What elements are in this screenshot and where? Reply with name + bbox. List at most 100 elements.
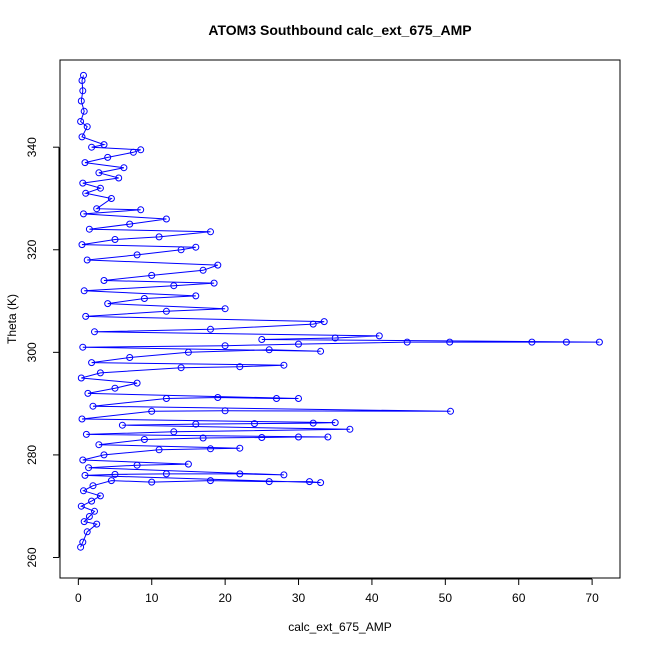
y-axis-label: Theta (K) bbox=[5, 294, 19, 344]
data-point bbox=[221, 342, 229, 350]
data-point bbox=[148, 407, 156, 415]
data-point bbox=[111, 384, 119, 392]
data-point bbox=[80, 107, 88, 115]
data-point bbox=[236, 444, 244, 452]
data-point bbox=[96, 492, 104, 500]
data-point bbox=[84, 389, 92, 397]
data-point bbox=[88, 359, 96, 367]
data-point bbox=[192, 243, 200, 251]
data-point bbox=[236, 363, 244, 371]
data-point bbox=[137, 206, 145, 214]
data-point bbox=[155, 446, 163, 454]
data-point bbox=[93, 520, 101, 528]
data-point bbox=[96, 184, 104, 192]
data-point bbox=[214, 394, 222, 401]
data-point bbox=[137, 146, 145, 154]
data-point bbox=[140, 436, 148, 443]
data-point bbox=[80, 487, 87, 495]
data-point bbox=[89, 402, 97, 410]
x-tick-label: 10 bbox=[145, 591, 159, 605]
y-tick-label: 260 bbox=[25, 547, 39, 567]
data-point bbox=[162, 470, 170, 478]
x-tick-label: 20 bbox=[218, 591, 232, 605]
data-point bbox=[528, 338, 536, 346]
series-layer bbox=[77, 71, 603, 551]
chart-title: ATOM3 Southbound calc_ext_675_AMP bbox=[208, 22, 471, 38]
data-point bbox=[280, 361, 288, 369]
data-point bbox=[184, 348, 192, 356]
data-point bbox=[199, 266, 207, 274]
data-point bbox=[133, 379, 141, 387]
data-point bbox=[77, 502, 85, 510]
data-point bbox=[221, 305, 229, 313]
data-point bbox=[162, 307, 170, 315]
x-tick-label: 40 bbox=[365, 591, 379, 605]
data-point bbox=[83, 123, 91, 131]
data-point bbox=[192, 292, 200, 300]
data-point bbox=[129, 148, 137, 156]
data-point bbox=[162, 395, 170, 402]
data-point bbox=[280, 471, 288, 479]
data-point bbox=[320, 318, 328, 326]
data-point bbox=[107, 477, 115, 485]
data-point bbox=[207, 325, 214, 333]
data-point bbox=[126, 220, 134, 228]
x-tick-label: 70 bbox=[585, 591, 599, 605]
data-point bbox=[258, 336, 266, 343]
data-point bbox=[346, 425, 354, 433]
data-point bbox=[447, 407, 454, 415]
data-point bbox=[79, 343, 87, 351]
data-point bbox=[104, 153, 112, 161]
data-point bbox=[80, 518, 88, 526]
data-point bbox=[107, 195, 115, 202]
data-point bbox=[214, 261, 222, 269]
data-point bbox=[77, 374, 85, 382]
data-point bbox=[82, 189, 90, 197]
data-point bbox=[236, 470, 244, 478]
data-point bbox=[81, 159, 89, 167]
data-point bbox=[258, 434, 266, 441]
y-tick-label: 340 bbox=[25, 137, 39, 157]
data-point bbox=[207, 228, 214, 236]
x-tick-label: 60 bbox=[512, 591, 526, 605]
data-point bbox=[82, 430, 90, 438]
data-point bbox=[295, 340, 302, 348]
data-point bbox=[80, 71, 87, 79]
data-point bbox=[199, 434, 207, 442]
data-point bbox=[118, 421, 126, 429]
data-point bbox=[155, 233, 163, 241]
data-point bbox=[265, 346, 273, 354]
y-tick-label: 280 bbox=[25, 445, 39, 465]
data-point bbox=[177, 364, 185, 372]
data-point bbox=[79, 538, 87, 546]
data-point bbox=[133, 251, 141, 259]
plot-frame bbox=[59, 59, 621, 579]
data-point bbox=[96, 369, 104, 377]
data-point bbox=[133, 461, 141, 469]
data-point bbox=[295, 395, 302, 402]
data-point bbox=[78, 241, 86, 249]
y-tick-label: 300 bbox=[25, 342, 39, 362]
data-point bbox=[331, 334, 339, 342]
data-point bbox=[309, 320, 317, 328]
data-point bbox=[111, 236, 119, 243]
data-point bbox=[177, 246, 185, 254]
x-tick-label: 50 bbox=[439, 591, 453, 605]
data-point bbox=[100, 141, 108, 149]
data-point bbox=[80, 287, 88, 295]
data-point bbox=[265, 478, 273, 486]
data-point bbox=[162, 215, 170, 223]
data-point bbox=[88, 143, 96, 151]
y-axis: 260 280 300 320 340 bbox=[25, 137, 60, 568]
data-point bbox=[88, 497, 96, 505]
data-point bbox=[77, 97, 85, 105]
x-axis-label: calc_ext_675_AMP bbox=[288, 620, 391, 634]
data-point bbox=[207, 445, 214, 453]
data-point bbox=[104, 300, 112, 308]
data-point bbox=[79, 179, 87, 187]
data-point bbox=[331, 419, 339, 427]
data-point bbox=[78, 415, 86, 423]
data-point bbox=[89, 482, 97, 490]
data-point bbox=[317, 347, 325, 355]
data-point bbox=[210, 279, 218, 287]
